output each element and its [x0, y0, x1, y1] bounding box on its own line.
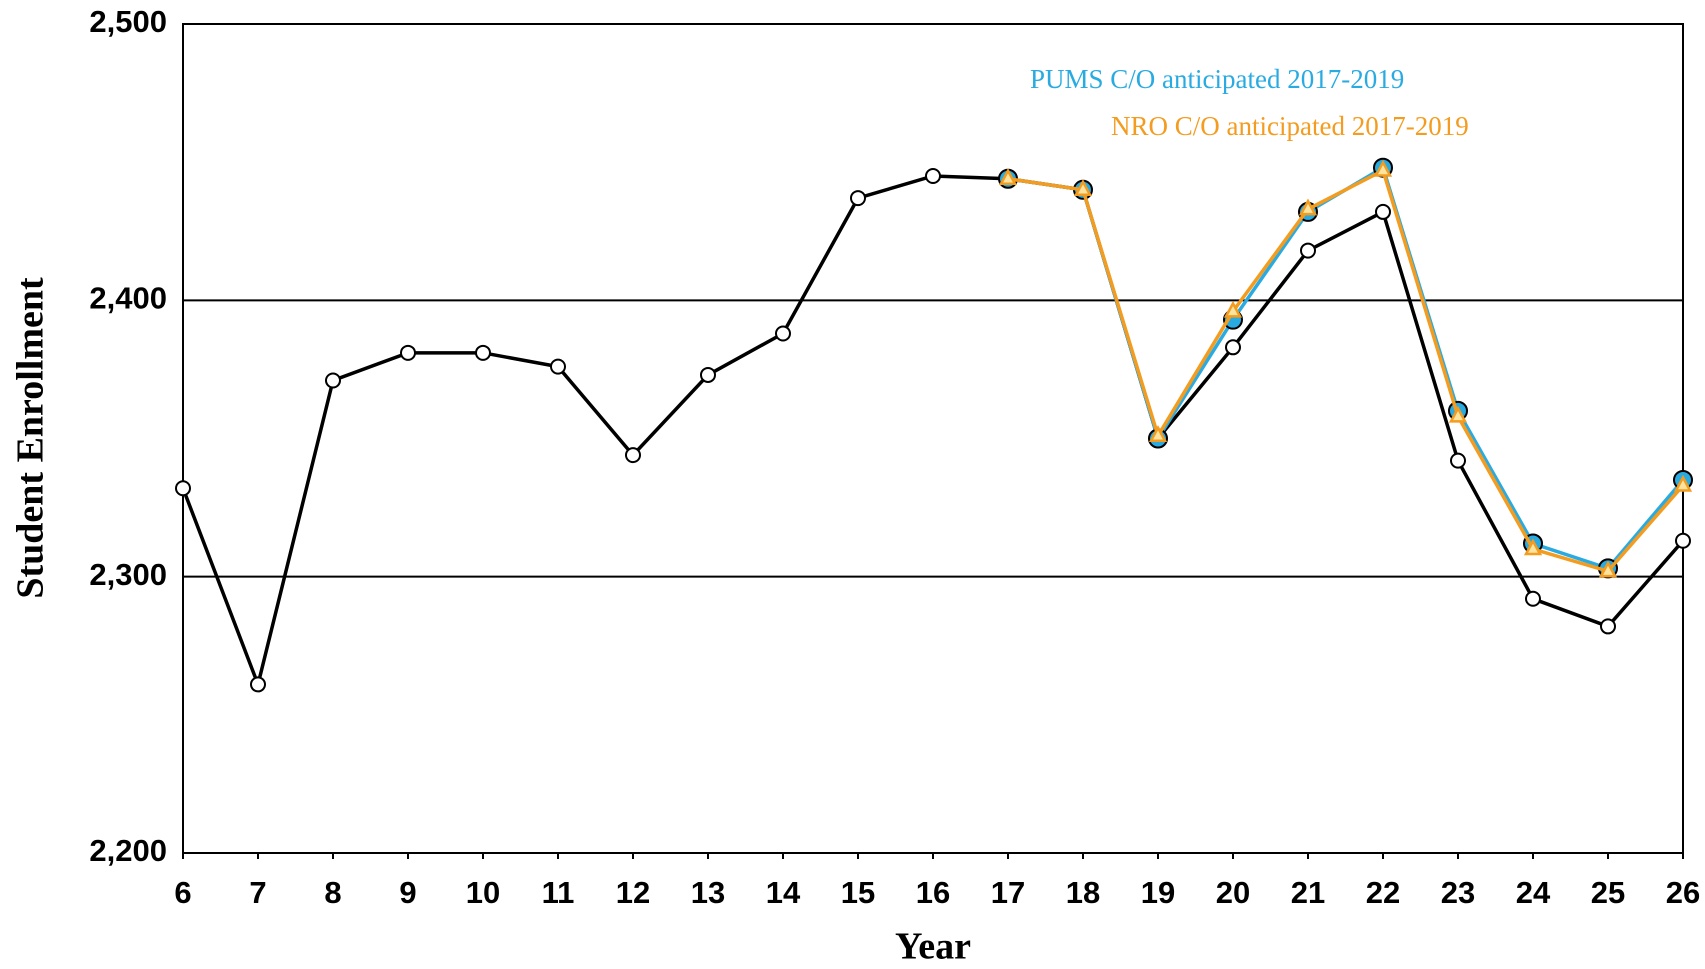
point: [400, 344, 416, 361]
x-tick-label: 15: [841, 875, 875, 910]
point: [1675, 532, 1691, 549]
point: [1073, 179, 1093, 197]
x-tick-label: 7: [249, 875, 266, 910]
point: [700, 366, 716, 383]
point: [325, 372, 341, 389]
x-axis-title: Year: [895, 926, 971, 968]
series-line: [1007, 167, 1685, 574]
y-tick-label: 2,400: [89, 281, 167, 316]
x-tick-label: 18: [1066, 875, 1100, 910]
point: [250, 676, 266, 693]
point: [775, 325, 791, 342]
point: [175, 480, 191, 497]
point: [1450, 452, 1466, 469]
point: [850, 190, 866, 207]
x-tick-label: 26: [1666, 875, 1700, 910]
x-tick-label: 12: [616, 875, 650, 910]
x-tick-label: 25: [1591, 875, 1625, 910]
x-tick-label: 23: [1441, 875, 1475, 910]
point: [925, 167, 941, 184]
series-line: [181, 174, 1685, 691]
point: [1225, 339, 1241, 356]
point: [1523, 538, 1543, 556]
x-tick-label: 16: [916, 875, 950, 910]
x-tick-label: 6: [174, 875, 191, 910]
x-tick-label: 13: [691, 875, 725, 910]
point: [998, 168, 1018, 185]
x-tick-label: 21: [1291, 875, 1325, 910]
point: [1373, 159, 1393, 177]
y-axis-title: Student Enrollment: [10, 277, 52, 599]
x-tick-label: 14: [766, 875, 801, 910]
series-line: [1007, 165, 1685, 571]
point: [1448, 405, 1468, 423]
point: [1375, 203, 1391, 220]
annotation: PUMS C/O anticipated 2017-2019: [1030, 64, 1404, 94]
y-tick-label: 2,300: [89, 557, 167, 592]
y-tick-label: 2,200: [89, 833, 167, 868]
x-tick-label: 11: [542, 875, 575, 910]
point: [1298, 198, 1318, 216]
plot-frame: [182, 23, 1684, 854]
point: [1673, 474, 1693, 492]
x-tick-label: 10: [466, 875, 500, 910]
x-tick-label: 9: [399, 875, 416, 910]
x-tick-label: 22: [1366, 875, 1400, 910]
annotation: NRO C/O anticipated 2017-2019: [1111, 111, 1469, 141]
x-tick-label: 24: [1516, 875, 1551, 910]
x-tick-label: 8: [324, 875, 341, 910]
point: [625, 447, 641, 464]
x-tick-label: 17: [991, 875, 1025, 910]
y-tick-label: 2,500: [89, 4, 167, 39]
point: [1148, 425, 1168, 442]
point: [475, 344, 491, 361]
point: [1525, 590, 1541, 607]
point: [1598, 560, 1618, 578]
x-tick-label: 19: [1141, 875, 1175, 910]
point: [1600, 618, 1616, 635]
point: [550, 358, 566, 375]
point: [1223, 300, 1243, 318]
point: [1300, 242, 1316, 259]
x-tick-label: 20: [1216, 875, 1250, 910]
